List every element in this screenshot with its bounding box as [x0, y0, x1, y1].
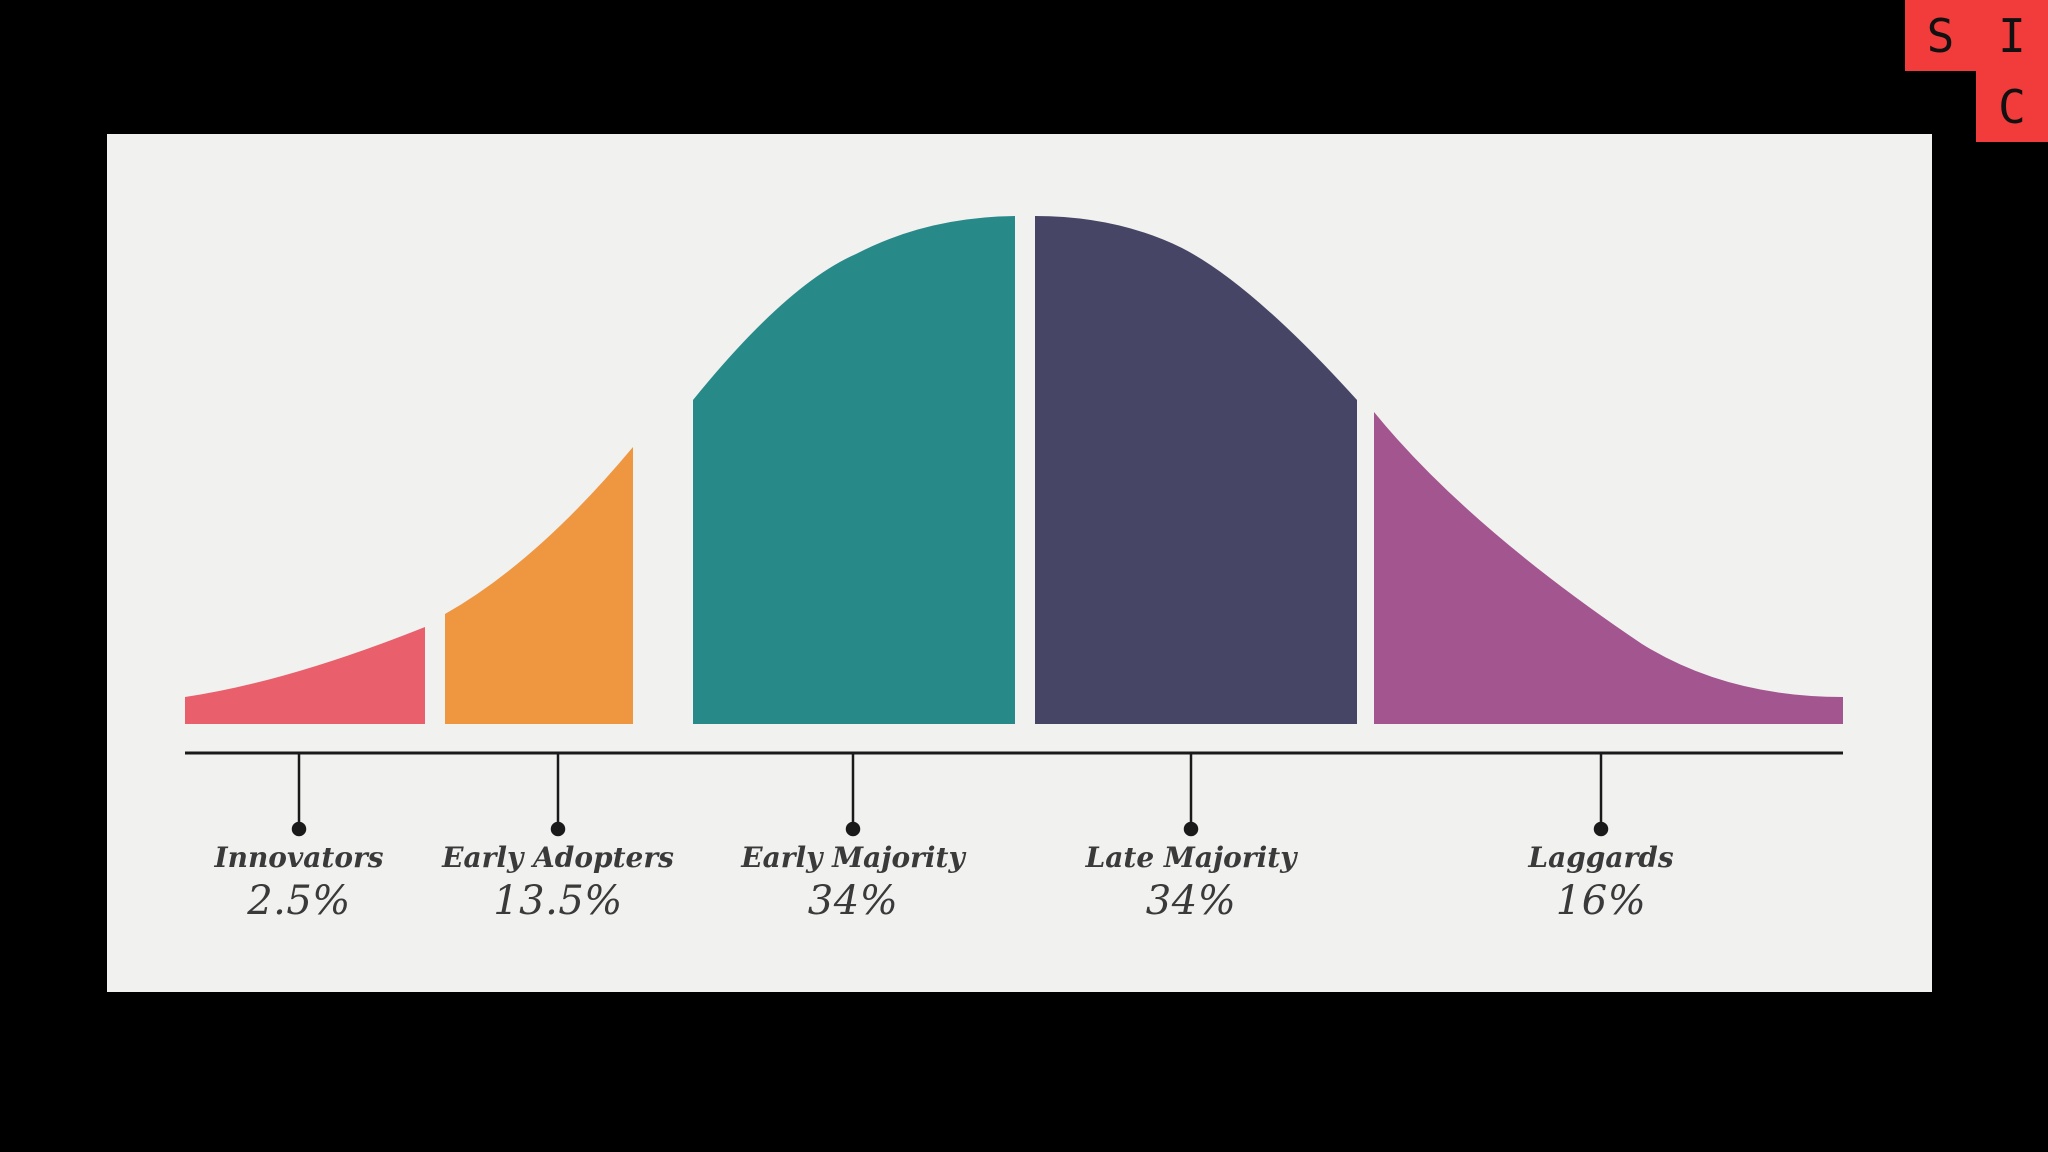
connector-dot-early-adopters	[550, 821, 566, 837]
segment-percent-late-majority: 34%	[1145, 878, 1237, 924]
segment-percent-early-adopters: 13.5%	[493, 878, 623, 924]
segment-label-early-majority: Early Majority	[741, 841, 965, 874]
segment-percent-early-majority: 34%	[807, 878, 899, 924]
segment-early-majority-area	[693, 216, 1015, 724]
connector-dot-late-majority	[1183, 821, 1199, 837]
connector-dot-innovators	[291, 821, 307, 837]
diagram-panel: Innovators 2.5% Early Adopters 13.5% Ear…	[107, 134, 1932, 992]
segment-percent-laggards: 16%	[1555, 878, 1647, 924]
segment-label-early-adopters: Early Adopters	[442, 841, 674, 874]
segment-percent-innovators: 2.5%	[247, 878, 351, 924]
logo-letter-i: I	[1976, 0, 2048, 71]
segment-innovators-area	[185, 627, 425, 724]
segment-early-adopters-area	[445, 447, 633, 724]
segment-laggards-area	[1374, 412, 1843, 724]
logo-letter-s: S	[1905, 0, 1976, 71]
segment-label-innovators: Innovators	[214, 841, 384, 874]
segment-label-late-majority: Late Majority	[1085, 841, 1297, 874]
connector-dot-early-majority	[845, 821, 861, 837]
label-connectors	[291, 753, 1609, 837]
connector-dot-laggards	[1593, 821, 1609, 837]
segment-label-laggards: Laggards	[1528, 841, 1674, 874]
logo-letter-c: C	[1976, 71, 2048, 142]
segment-late-majority-area	[1035, 216, 1357, 724]
bell-curve-diagram	[185, 216, 1843, 837]
